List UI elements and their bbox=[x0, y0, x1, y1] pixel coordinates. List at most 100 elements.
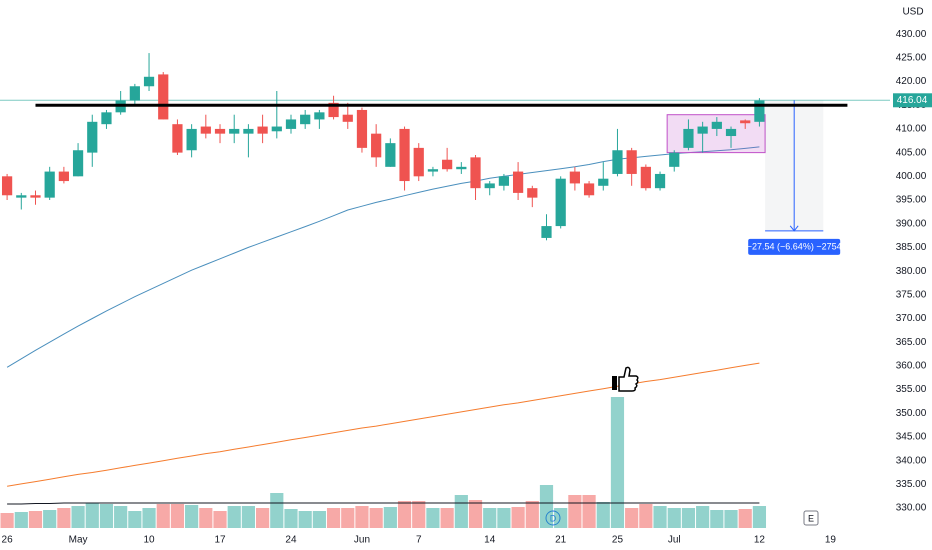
candle-body bbox=[442, 159, 453, 170]
volume-bar bbox=[696, 506, 710, 528]
volume-bar bbox=[483, 508, 497, 528]
volume-bar bbox=[28, 511, 43, 528]
candle-body bbox=[229, 128, 240, 134]
x-tick-label: 19 bbox=[825, 535, 837, 546]
y-tick-label: 370.00 bbox=[896, 313, 927, 324]
last-price-label: 416.04 bbox=[897, 95, 928, 106]
earnings-marker-box[interactable] bbox=[803, 510, 819, 526]
candle-body bbox=[44, 171, 55, 198]
candle-body bbox=[541, 226, 552, 238]
candle-body bbox=[626, 150, 637, 174]
y-tick-label: 380.00 bbox=[896, 266, 927, 277]
range-box bbox=[666, 114, 766, 154]
candle-body bbox=[456, 166, 467, 170]
x-tick-label: 24 bbox=[285, 535, 297, 546]
y-tick-label: 430.00 bbox=[896, 29, 927, 40]
volume-bar bbox=[185, 505, 199, 528]
dividend-marker[interactable]: D bbox=[550, 513, 557, 523]
volume-bar bbox=[511, 507, 525, 528]
volume-bar bbox=[497, 508, 511, 528]
measure-label: −27.54 (−6.64%) −2754 bbox=[747, 242, 842, 252]
volume-bar bbox=[170, 504, 185, 528]
y-tick-label: 400.00 bbox=[896, 171, 927, 182]
y-tick-label: 390.00 bbox=[896, 218, 927, 229]
y-tick-label: 425.00 bbox=[896, 52, 927, 63]
volume-bar bbox=[752, 506, 767, 528]
volume-bar bbox=[639, 504, 653, 528]
volume-bar bbox=[412, 501, 426, 528]
y-tick-label: 420.00 bbox=[896, 76, 927, 87]
volume-bar bbox=[298, 511, 312, 528]
volume-bar bbox=[199, 508, 213, 528]
candle-body bbox=[143, 76, 155, 87]
y-tick-label: 395.00 bbox=[896, 195, 927, 206]
y-tick-label: 375.00 bbox=[896, 289, 927, 300]
volume-bar bbox=[710, 510, 724, 528]
volume-bar bbox=[369, 508, 383, 528]
candle-body bbox=[711, 121, 722, 129]
x-tick-label: 14 bbox=[484, 535, 496, 546]
last-price-tag bbox=[893, 93, 932, 108]
volume-bar bbox=[738, 509, 752, 528]
y-tick-label: 330.00 bbox=[896, 503, 927, 514]
volume-bar bbox=[596, 502, 610, 528]
volume-bar bbox=[142, 508, 156, 528]
candle-body bbox=[328, 102, 339, 118]
candle-body bbox=[640, 166, 651, 189]
candle-body bbox=[129, 86, 140, 101]
thumbs-up-icon bbox=[612, 366, 639, 392]
y-tick-label: 385.00 bbox=[896, 242, 927, 253]
x-tick-label: 12 bbox=[754, 535, 766, 546]
candle-body bbox=[72, 150, 84, 177]
y-tick-label: 405.00 bbox=[896, 147, 927, 158]
candle-body bbox=[356, 109, 368, 148]
candle-body bbox=[583, 183, 595, 196]
candle-body bbox=[669, 152, 680, 167]
volume-bar bbox=[99, 504, 114, 528]
candle-body bbox=[612, 150, 623, 174]
volume-bar bbox=[114, 506, 128, 528]
volume-ma-line bbox=[7, 502, 760, 505]
candle-body bbox=[257, 126, 268, 134]
volume-bar bbox=[312, 511, 326, 528]
candle-body bbox=[512, 171, 524, 193]
volume-bar bbox=[539, 485, 554, 528]
volume-bar bbox=[85, 503, 99, 528]
candle-body bbox=[16, 195, 27, 198]
x-tick-label: 17 bbox=[214, 535, 226, 546]
candle-body bbox=[271, 126, 282, 132]
candle-body bbox=[569, 171, 580, 184]
candle-body bbox=[214, 128, 226, 134]
volume-bar bbox=[57, 508, 71, 528]
candle-body bbox=[413, 147, 424, 177]
volume-bar bbox=[383, 507, 397, 528]
candle-body bbox=[371, 133, 382, 158]
volume-bar bbox=[653, 506, 667, 528]
candle-body bbox=[598, 178, 609, 186]
y-tick-label: 335.00 bbox=[896, 479, 927, 490]
candle-body bbox=[1, 176, 13, 196]
x-tick-label: 25 bbox=[612, 535, 624, 546]
candle-body bbox=[697, 126, 708, 134]
earnings-marker[interactable]: E bbox=[808, 513, 814, 523]
candle-body bbox=[172, 124, 183, 153]
volume-bar bbox=[156, 504, 170, 528]
currency-label[interactable]: USD bbox=[902, 7, 923, 18]
candle-body bbox=[200, 126, 211, 134]
candle-body bbox=[58, 171, 69, 182]
volume-bar bbox=[341, 508, 355, 528]
volume-bar bbox=[270, 493, 284, 528]
y-tick-label: 355.00 bbox=[896, 384, 927, 395]
candle-body bbox=[683, 128, 694, 148]
x-tick-label: 21 bbox=[555, 535, 567, 546]
candle-body bbox=[101, 112, 112, 125]
measure-label-box bbox=[748, 238, 841, 255]
candle-body bbox=[186, 128, 197, 151]
x-tick-label: Jul bbox=[668, 535, 681, 546]
x-tick-label: 26 bbox=[2, 535, 14, 546]
candle-body bbox=[300, 114, 311, 125]
candle-body bbox=[285, 119, 297, 129]
candle-body bbox=[158, 74, 169, 120]
